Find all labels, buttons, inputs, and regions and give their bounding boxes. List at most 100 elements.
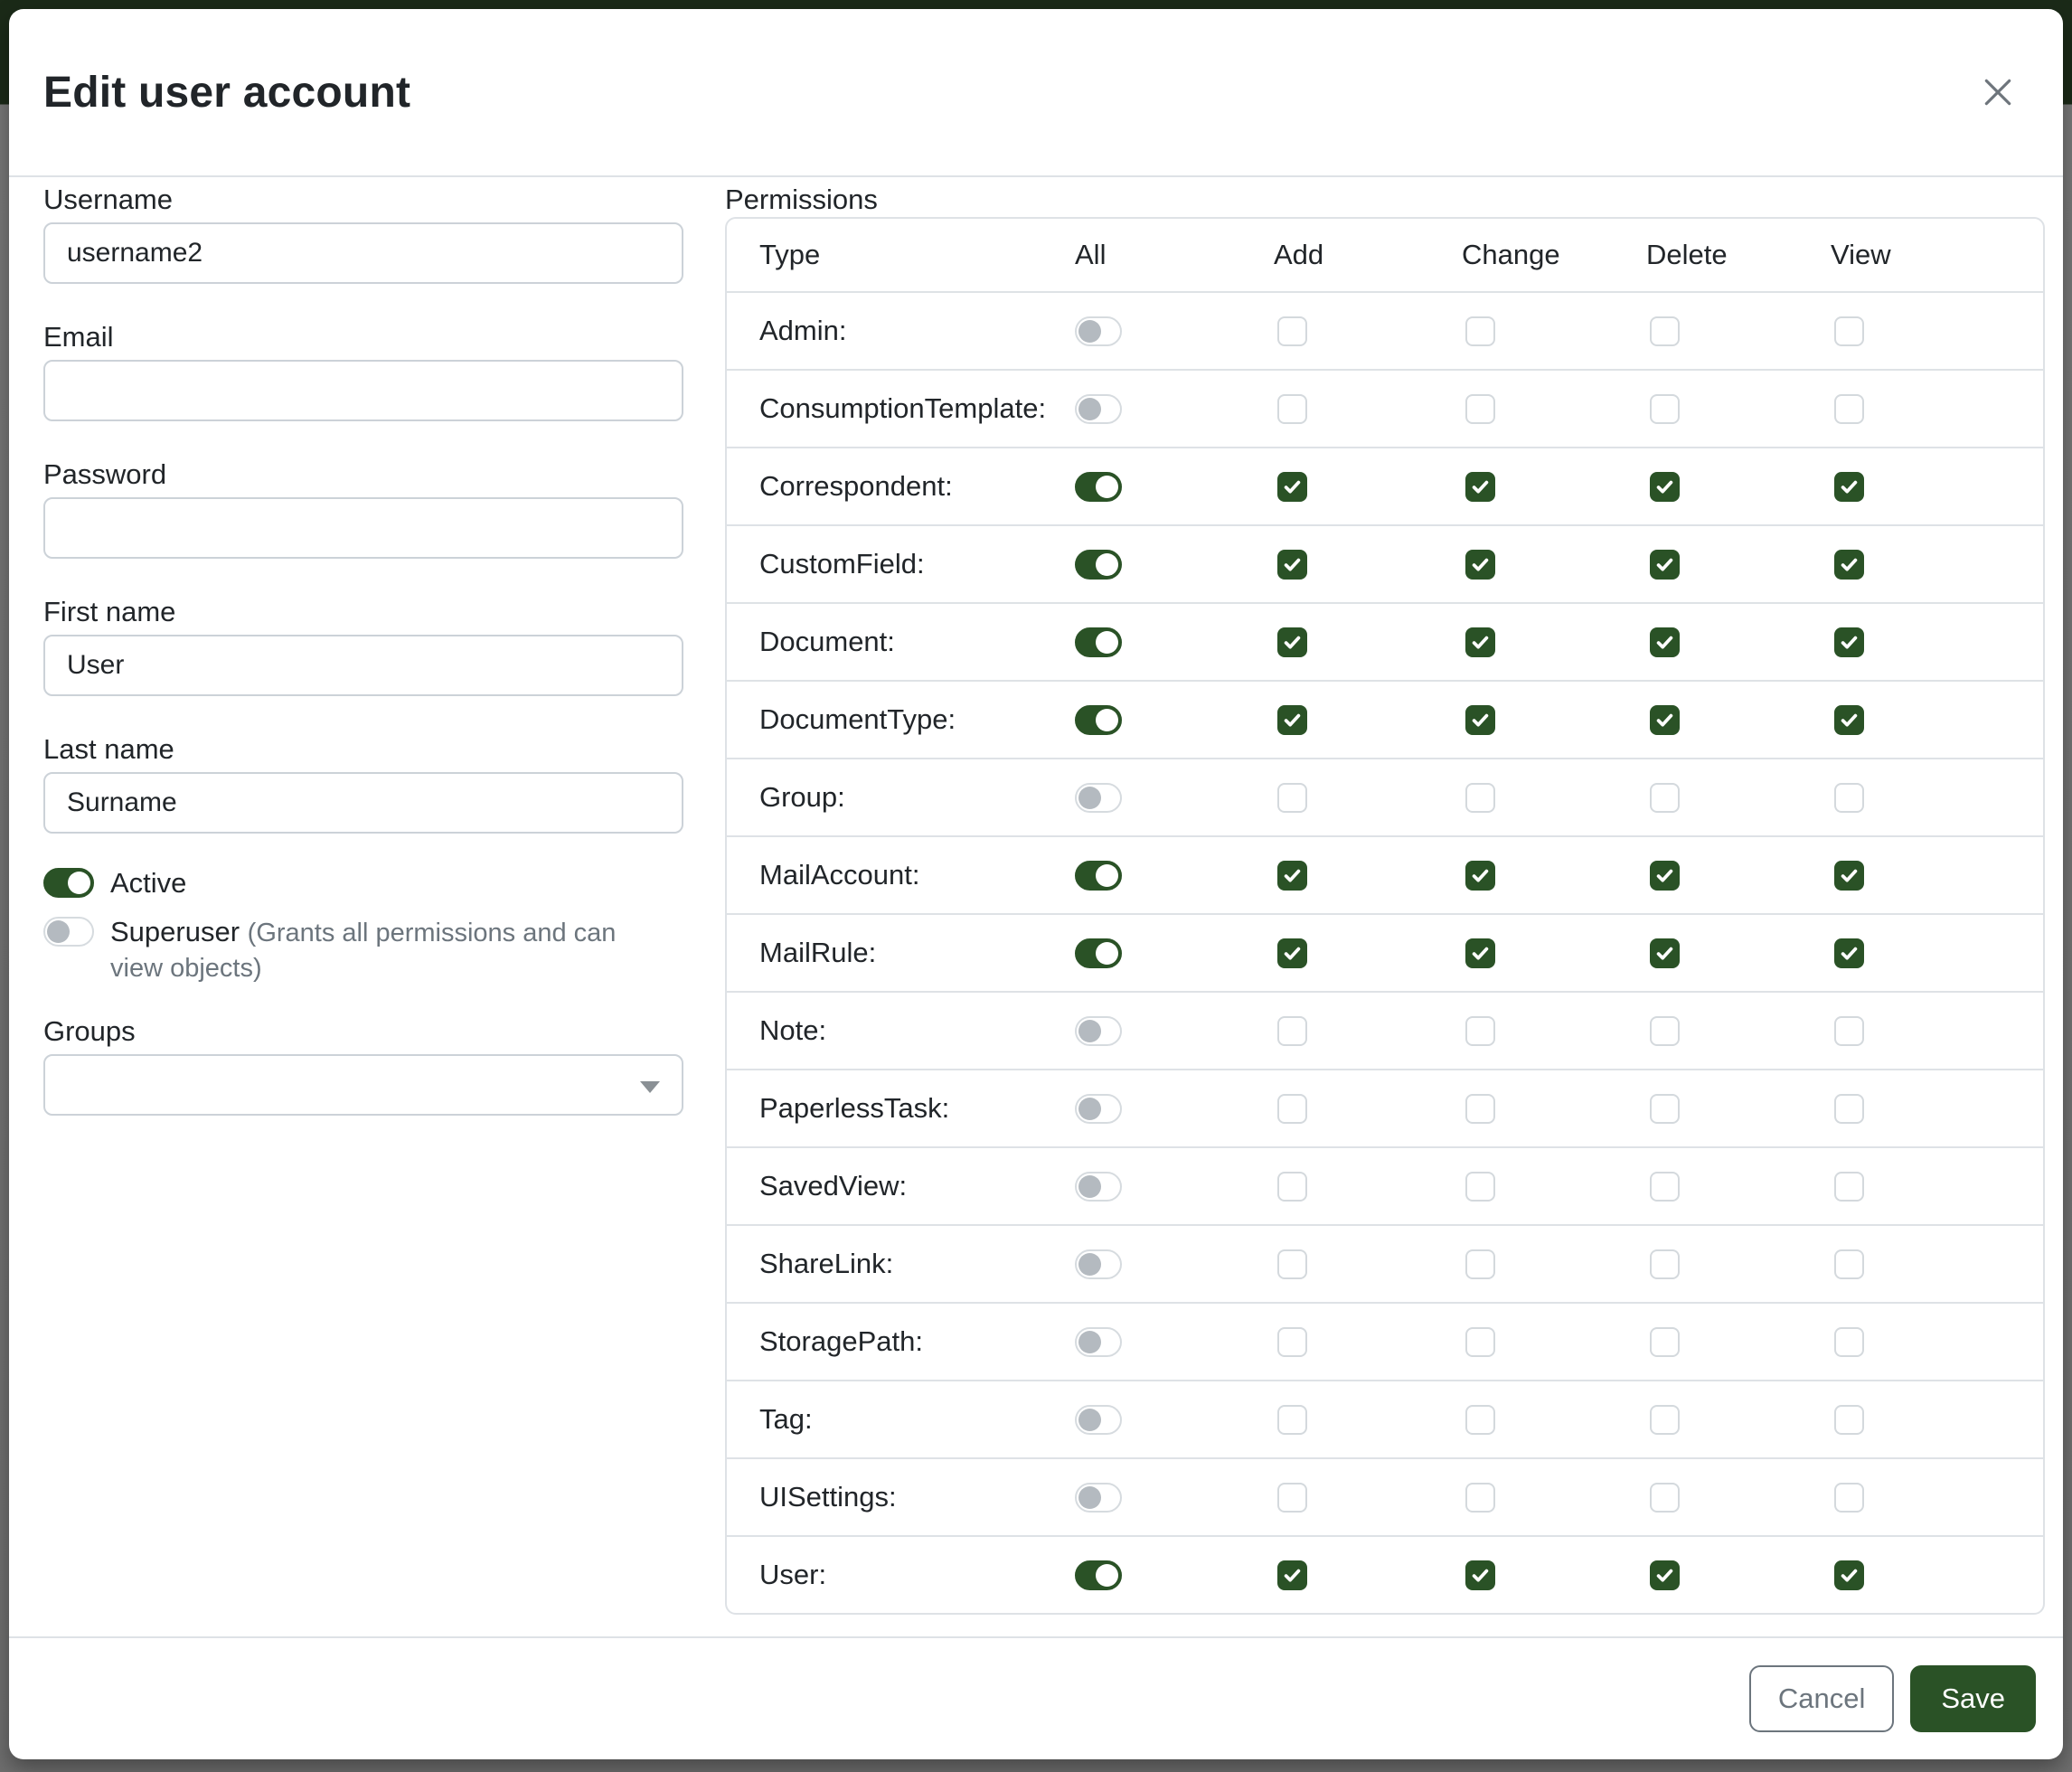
email-field[interactable] xyxy=(43,360,683,421)
email-label: Email xyxy=(43,321,114,353)
all-toggle[interactable] xyxy=(1075,1560,1122,1590)
delete-checkbox[interactable] xyxy=(1650,1482,1680,1513)
delete-checkbox[interactable] xyxy=(1650,860,1680,891)
change-checkbox[interactable] xyxy=(1465,549,1495,580)
change-checkbox[interactable] xyxy=(1465,1560,1495,1590)
view-checkbox[interactable] xyxy=(1834,393,1864,424)
view-checkbox[interactable] xyxy=(1834,627,1864,657)
delete-checkbox[interactable] xyxy=(1650,549,1680,580)
view-checkbox[interactable] xyxy=(1834,782,1864,813)
change-checkbox[interactable] xyxy=(1465,1249,1495,1279)
view-checkbox[interactable] xyxy=(1834,938,1864,968)
all-toggle[interactable] xyxy=(1075,860,1122,891)
add-checkbox[interactable] xyxy=(1277,393,1307,424)
add-checkbox[interactable] xyxy=(1277,860,1307,891)
view-checkbox[interactable] xyxy=(1834,1560,1864,1590)
superuser-toggle[interactable] xyxy=(43,917,94,947)
all-toggle[interactable] xyxy=(1075,782,1122,813)
add-checkbox[interactable] xyxy=(1277,1560,1307,1590)
all-toggle[interactable] xyxy=(1075,704,1122,735)
all-toggle[interactable] xyxy=(1075,1249,1122,1279)
add-checkbox[interactable] xyxy=(1277,549,1307,580)
add-checkbox[interactable] xyxy=(1277,627,1307,657)
all-toggle[interactable] xyxy=(1075,1326,1122,1357)
add-checkbox[interactable] xyxy=(1277,938,1307,968)
add-checkbox[interactable] xyxy=(1277,1015,1307,1046)
add-checkbox[interactable] xyxy=(1277,704,1307,735)
add-checkbox[interactable] xyxy=(1277,1404,1307,1435)
add-checkbox[interactable] xyxy=(1277,1482,1307,1513)
close-button[interactable] xyxy=(1973,67,2023,118)
delete-checkbox[interactable] xyxy=(1650,471,1680,502)
delete-checkbox[interactable] xyxy=(1650,782,1680,813)
add-checkbox[interactable] xyxy=(1277,1249,1307,1279)
add-checkbox[interactable] xyxy=(1277,471,1307,502)
groups-select[interactable] xyxy=(43,1054,683,1116)
view-checkbox[interactable] xyxy=(1834,1015,1864,1046)
username-group: Username xyxy=(43,184,683,284)
add-checkbox[interactable] xyxy=(1277,782,1307,813)
first-name-field[interactable] xyxy=(43,635,683,696)
delete-checkbox[interactable] xyxy=(1650,1326,1680,1357)
all-toggle[interactable] xyxy=(1075,471,1122,502)
change-checkbox[interactable] xyxy=(1465,1404,1495,1435)
view-checkbox[interactable] xyxy=(1834,1093,1864,1124)
change-checkbox[interactable] xyxy=(1465,782,1495,813)
view-checkbox[interactable] xyxy=(1834,316,1864,346)
change-checkbox[interactable] xyxy=(1465,1015,1495,1046)
view-checkbox[interactable] xyxy=(1834,1249,1864,1279)
delete-checkbox[interactable] xyxy=(1650,1015,1680,1046)
all-toggle[interactable] xyxy=(1075,1404,1122,1435)
view-checkbox[interactable] xyxy=(1834,1326,1864,1357)
save-button[interactable]: Save xyxy=(1910,1665,2036,1732)
all-toggle[interactable] xyxy=(1075,316,1122,346)
change-checkbox[interactable] xyxy=(1465,393,1495,424)
add-checkbox[interactable] xyxy=(1277,316,1307,346)
change-checkbox[interactable] xyxy=(1465,471,1495,502)
all-toggle[interactable] xyxy=(1075,1171,1122,1202)
last-name-field[interactable] xyxy=(43,772,683,834)
delete-checkbox[interactable] xyxy=(1650,1093,1680,1124)
delete-checkbox[interactable] xyxy=(1650,1249,1680,1279)
password-field[interactable] xyxy=(43,497,683,559)
all-toggle[interactable] xyxy=(1075,549,1122,580)
all-toggle[interactable] xyxy=(1075,393,1122,424)
add-checkbox[interactable] xyxy=(1277,1093,1307,1124)
delete-checkbox[interactable] xyxy=(1650,1404,1680,1435)
view-checkbox[interactable] xyxy=(1834,860,1864,891)
change-checkbox[interactable] xyxy=(1465,1171,1495,1202)
toggle-knob xyxy=(1078,1174,1101,1198)
all-toggle[interactable] xyxy=(1075,1093,1122,1124)
change-checkbox[interactable] xyxy=(1465,938,1495,968)
view-checkbox[interactable] xyxy=(1834,704,1864,735)
view-checkbox[interactable] xyxy=(1834,471,1864,502)
delete-checkbox[interactable] xyxy=(1650,1171,1680,1202)
view-checkbox[interactable] xyxy=(1834,1482,1864,1513)
change-checkbox[interactable] xyxy=(1465,1326,1495,1357)
view-checkbox[interactable] xyxy=(1834,1404,1864,1435)
all-toggle[interactable] xyxy=(1075,627,1122,657)
delete-checkbox[interactable] xyxy=(1650,1560,1680,1590)
view-checkbox[interactable] xyxy=(1834,549,1864,580)
delete-checkbox[interactable] xyxy=(1650,316,1680,346)
change-checkbox[interactable] xyxy=(1465,627,1495,657)
delete-checkbox[interactable] xyxy=(1650,704,1680,735)
all-toggle[interactable] xyxy=(1075,938,1122,968)
change-checkbox[interactable] xyxy=(1465,1093,1495,1124)
delete-checkbox[interactable] xyxy=(1650,393,1680,424)
username-input[interactable] xyxy=(43,222,683,284)
delete-checkbox[interactable] xyxy=(1650,938,1680,968)
cancel-button[interactable]: Cancel xyxy=(1748,1665,1895,1732)
change-checkbox[interactable] xyxy=(1465,1482,1495,1513)
view-checkbox[interactable] xyxy=(1834,1171,1864,1202)
all-toggle[interactable] xyxy=(1075,1482,1122,1513)
add-checkbox[interactable] xyxy=(1277,1326,1307,1357)
change-checkbox[interactable] xyxy=(1465,860,1495,891)
all-toggle[interactable] xyxy=(1075,1015,1122,1046)
add-checkbox[interactable] xyxy=(1277,1171,1307,1202)
active-toggle[interactable] xyxy=(43,868,94,898)
change-checkbox[interactable] xyxy=(1465,704,1495,735)
toggle-knob xyxy=(47,920,70,943)
change-checkbox[interactable] xyxy=(1465,316,1495,346)
delete-checkbox[interactable] xyxy=(1650,627,1680,657)
